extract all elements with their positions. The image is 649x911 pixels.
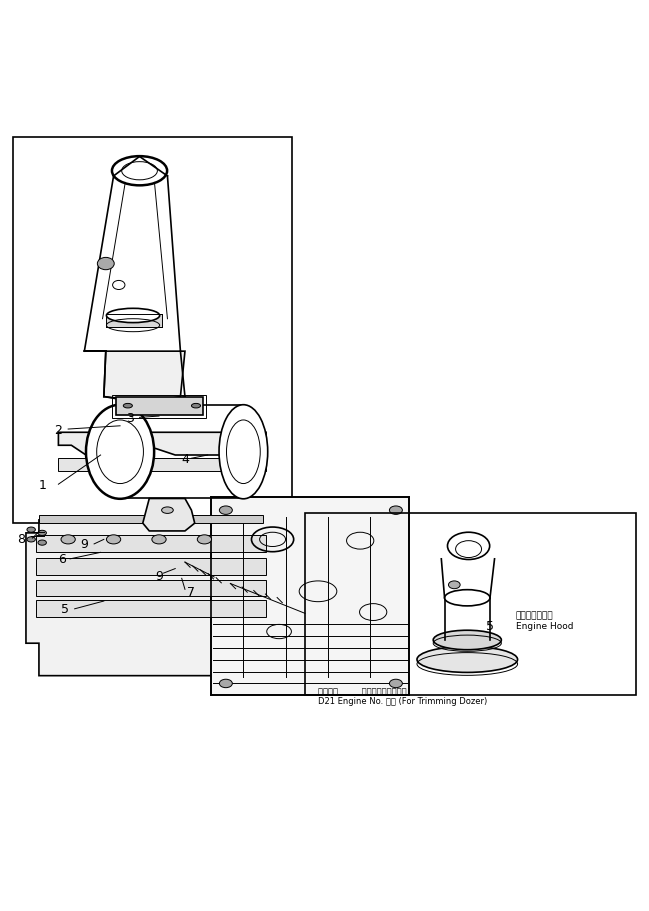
Polygon shape bbox=[143, 499, 195, 531]
Text: D21 Engine No. ・〜 (For Trimming Dozer): D21 Engine No. ・〜 (For Trimming Dozer) bbox=[318, 696, 487, 705]
Ellipse shape bbox=[219, 405, 267, 499]
Bar bbox=[36, 600, 266, 618]
Bar bbox=[13, 138, 292, 524]
Ellipse shape bbox=[106, 309, 160, 323]
Ellipse shape bbox=[27, 527, 35, 533]
Text: 7: 7 bbox=[188, 585, 195, 599]
Text: 6: 6 bbox=[58, 553, 66, 566]
Bar bbox=[211, 497, 409, 695]
Ellipse shape bbox=[197, 536, 212, 544]
Ellipse shape bbox=[162, 507, 173, 514]
Polygon shape bbox=[84, 352, 185, 404]
Text: 2: 2 bbox=[55, 423, 62, 436]
Ellipse shape bbox=[448, 581, 460, 589]
Text: 1: 1 bbox=[38, 478, 46, 491]
Ellipse shape bbox=[219, 680, 232, 688]
Polygon shape bbox=[58, 433, 266, 459]
Text: 4: 4 bbox=[181, 452, 189, 466]
Ellipse shape bbox=[389, 680, 402, 688]
Text: 8: 8 bbox=[18, 532, 25, 545]
Polygon shape bbox=[58, 459, 266, 472]
Ellipse shape bbox=[191, 404, 201, 408]
Ellipse shape bbox=[61, 536, 75, 544]
Bar bbox=[106, 315, 162, 328]
Ellipse shape bbox=[86, 405, 154, 499]
Polygon shape bbox=[26, 520, 269, 676]
Ellipse shape bbox=[97, 258, 114, 271]
Text: 9: 9 bbox=[155, 569, 163, 582]
Bar bbox=[36, 580, 266, 597]
Bar bbox=[116, 397, 203, 415]
Ellipse shape bbox=[27, 537, 35, 542]
Ellipse shape bbox=[445, 590, 490, 606]
Ellipse shape bbox=[434, 630, 501, 650]
Text: 9: 9 bbox=[80, 537, 88, 551]
Ellipse shape bbox=[106, 536, 121, 544]
Text: 5: 5 bbox=[486, 619, 494, 632]
Bar bbox=[39, 516, 263, 524]
Ellipse shape bbox=[152, 536, 166, 544]
Text: 5: 5 bbox=[61, 603, 69, 616]
Bar bbox=[112, 395, 206, 418]
Ellipse shape bbox=[219, 507, 232, 515]
Ellipse shape bbox=[38, 540, 47, 546]
Bar bbox=[36, 536, 266, 553]
Text: 適用号機         トリミングドーザ用: 適用号機 トリミングドーザ用 bbox=[318, 686, 407, 695]
Bar bbox=[36, 558, 266, 576]
Ellipse shape bbox=[417, 647, 518, 672]
Ellipse shape bbox=[448, 533, 489, 560]
Text: エンジンフード
Engine Hood: エンジンフード Engine Hood bbox=[516, 611, 574, 630]
Ellipse shape bbox=[123, 404, 132, 408]
Bar bbox=[305, 514, 636, 695]
Ellipse shape bbox=[38, 531, 47, 536]
Text: 3: 3 bbox=[126, 412, 134, 425]
Ellipse shape bbox=[389, 507, 402, 515]
